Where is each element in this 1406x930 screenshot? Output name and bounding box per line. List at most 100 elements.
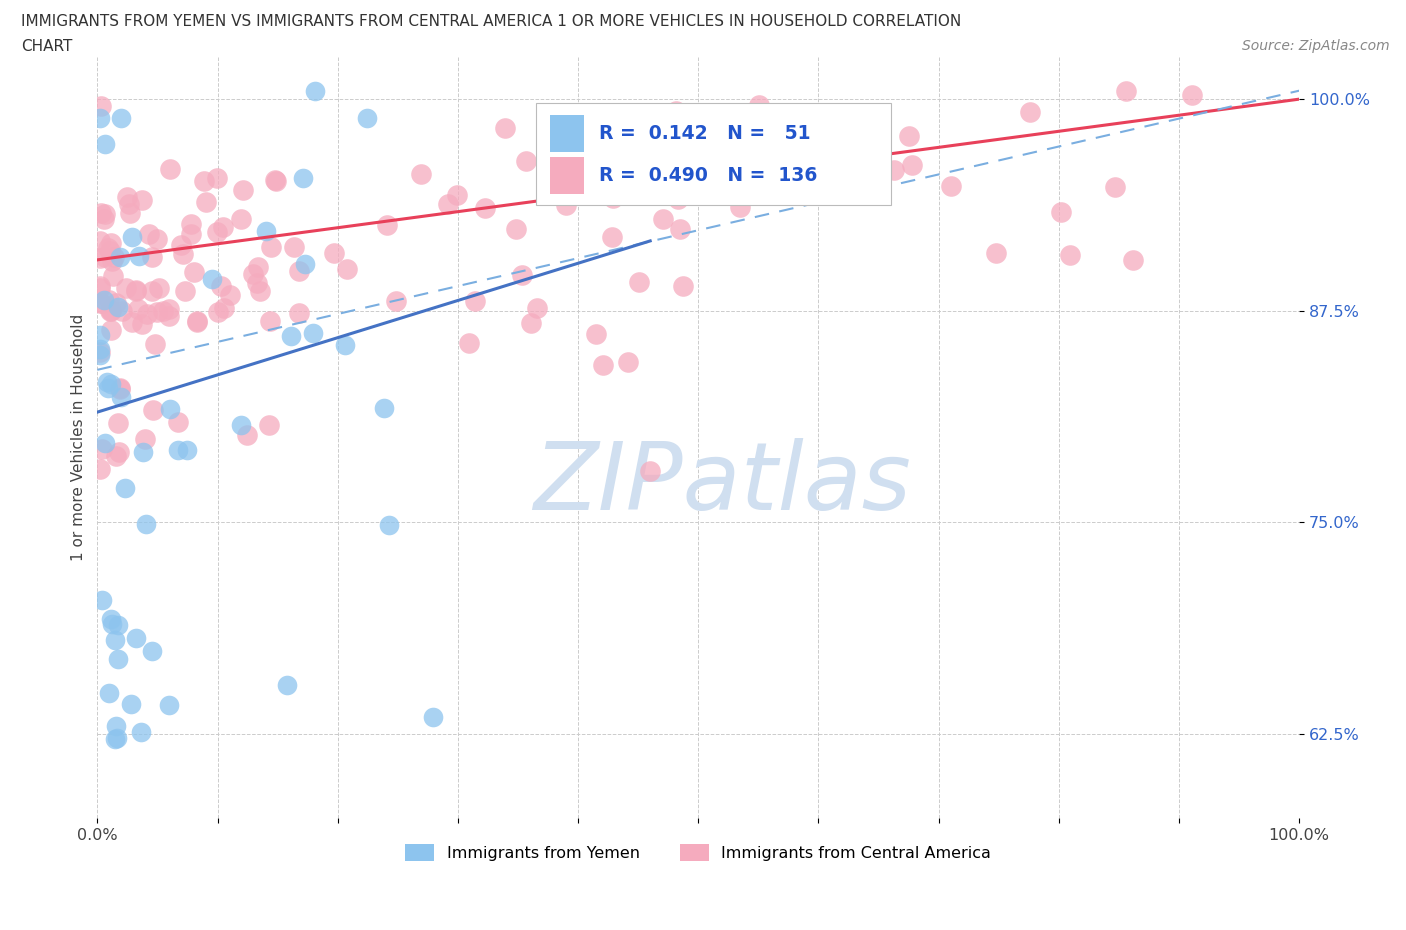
Point (280, 329, 302, 344)
Point (302, 326, 325, 341)
Point (1059, 247, 1081, 262)
Point (256, 224, 278, 239)
Point (457, 335, 479, 350)
Point (207, 225, 229, 240)
Point (100, 254, 122, 269)
Point (526, 301, 548, 316)
Point (356, 111, 378, 126)
Point (897, 128, 920, 143)
Point (183, 265, 205, 280)
Point (180, 227, 202, 242)
Point (519, 315, 541, 330)
Point (378, 518, 401, 533)
Point (141, 644, 163, 658)
Point (259, 313, 281, 328)
Point (104, 731, 127, 746)
Point (422, 710, 444, 724)
Point (672, 278, 695, 293)
Point (231, 418, 253, 432)
Point (159, 161, 181, 176)
Point (640, 464, 662, 479)
Point (131, 316, 153, 331)
Point (107, 415, 129, 430)
Point (883, 162, 905, 177)
Point (90, 296, 112, 311)
Point (89, 348, 111, 363)
Point (146, 304, 169, 319)
Text: Source: ZipAtlas.com: Source: ZipAtlas.com (1241, 39, 1389, 53)
Point (121, 230, 143, 245)
Point (138, 226, 160, 241)
Point (159, 402, 181, 417)
Point (176, 442, 198, 457)
Point (100, 617, 122, 631)
Point (104, 632, 127, 647)
Point (108, 381, 131, 396)
Point (157, 698, 180, 712)
Point (96, 375, 118, 390)
Point (186, 315, 208, 330)
Point (110, 390, 132, 405)
Point (174, 284, 197, 299)
Point (664, 104, 686, 119)
Point (201, 272, 224, 286)
Bar (550, 157, 583, 193)
Point (666, 192, 689, 206)
Point (93, 293, 115, 308)
Point (100, 611, 122, 626)
Point (194, 194, 217, 209)
Point (110, 110, 132, 125)
Point (304, 84, 326, 99)
Point (141, 250, 163, 265)
Point (288, 264, 311, 279)
Point (89, 327, 111, 342)
Point (107, 299, 129, 314)
Point (411, 167, 433, 182)
Point (142, 403, 165, 418)
Point (121, 315, 143, 330)
FancyBboxPatch shape (536, 102, 890, 206)
Point (146, 232, 169, 246)
Point (90, 99, 112, 113)
Point (616, 354, 638, 369)
Point (547, 164, 569, 179)
Point (101, 269, 124, 284)
Text: R =  0.142   N =   51: R = 0.142 N = 51 (599, 125, 810, 143)
Point (1122, 253, 1144, 268)
Point (385, 294, 408, 309)
Point (1104, 179, 1126, 194)
Text: IMMIGRANTS FROM YEMEN VS IMMIGRANTS FROM CENTRAL AMERICA 1 OR MORE VEHICLES IN H: IMMIGRANTS FROM YEMEN VS IMMIGRANTS FROM… (21, 14, 962, 29)
Point (96, 241, 118, 256)
Point (157, 301, 180, 316)
Point (100, 244, 122, 259)
Point (333, 338, 356, 352)
Bar (550, 115, 583, 152)
Text: CHART: CHART (21, 39, 73, 54)
Point (242, 267, 264, 282)
Point (668, 164, 690, 179)
Point (236, 427, 259, 442)
Point (143, 337, 166, 352)
Point (229, 211, 252, 226)
Point (592, 357, 614, 372)
Point (107, 445, 129, 459)
Point (260, 239, 283, 254)
Point (91, 442, 114, 457)
Point (246, 276, 269, 291)
Point (125, 284, 148, 299)
Point (89, 345, 111, 360)
Point (276, 678, 298, 693)
Point (89, 280, 111, 295)
Point (214, 300, 236, 315)
Point (131, 724, 153, 739)
Point (125, 631, 148, 645)
Text: ZIPatlas: ZIPatlas (533, 438, 911, 528)
Point (132, 445, 155, 459)
Point (986, 246, 1008, 260)
Point (94, 436, 117, 451)
Point (94, 206, 117, 221)
Point (152, 304, 174, 319)
Point (1181, 87, 1204, 102)
Point (172, 246, 194, 261)
Point (207, 304, 229, 319)
